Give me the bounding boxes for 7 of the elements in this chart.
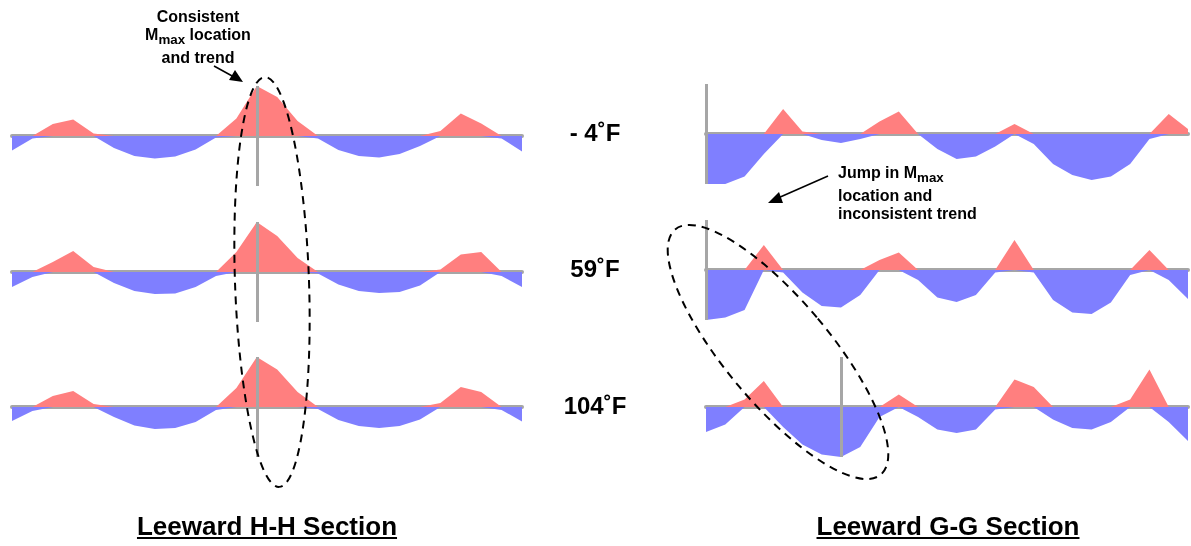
y-axis-title: - 4˚F (568, 119, 622, 147)
y-axis-title: 104˚F (562, 392, 628, 420)
x-axis-title: Leeward G-G Section (816, 511, 1080, 541)
annotation: Jump in M$_{max}$ location and inconsistent trend (838, 164, 978, 224)
x-axis-title: Leeward H-H Section (136, 511, 398, 541)
y-axis-title: 59˚F (569, 255, 621, 283)
text: Consistent M$_{max}$ location and trend (144, 8, 252, 68)
